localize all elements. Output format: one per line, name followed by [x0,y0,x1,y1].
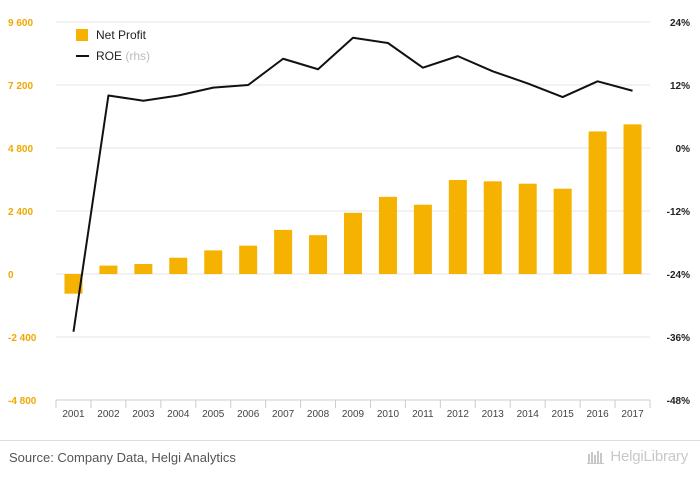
bar-net-profit [588,131,607,274]
bar-net-profit [623,124,642,274]
chart-canvas: -4 800 -2 400 0 2 400 4 800 7 200 9 600 -48% -36… [8,18,691,420]
x-tick-label: 2006 [237,409,260,420]
x-tick-label: 2016 [586,409,609,420]
bar-net-profit [99,265,118,274]
y-right-tick-label: 24% [670,18,690,29]
y-left-tick-label: 4 800 [8,144,33,155]
bar-net-profit [553,188,572,274]
bar-net-profit [274,229,293,274]
x-tick-label: 2009 [342,409,365,420]
x-tick-label: 2012 [447,409,470,420]
x-tick-label: 2010 [377,409,400,420]
y-right-tick-label: 12% [670,81,690,92]
legend-swatch-net-profit [76,29,88,41]
y-left-tick-label: -2 400 [8,333,37,344]
x-tick-label: 2005 [202,409,225,420]
y-right-tick-label: -24% [667,270,690,281]
x-tick-label: 2004 [167,409,190,420]
bar-net-profit [309,235,328,274]
bar-net-profit [239,245,258,274]
legend-label-net-profit: Net Profit [96,28,147,42]
bar-net-profit [413,204,432,274]
x-tick-label: 2001 [62,409,85,420]
footer-divider [0,440,700,441]
x-tick-label: 2008 [307,409,330,420]
y-right-tick-label: -36% [667,333,690,344]
x-tick-label: 2003 [132,409,155,420]
bar-net-profit [344,212,362,274]
x-tick-label: 2013 [482,409,505,420]
bar-net-profit [204,250,223,274]
line-roe [72,36,633,332]
bar-net-profit [169,257,188,274]
bar-net-profit [64,274,83,294]
x-tick-label: 2017 [621,409,644,420]
x-tick-label: 2007 [272,409,295,420]
y-left-tick-label: 0 [8,270,14,281]
y-left-tick-label: 9 600 [8,18,33,29]
library-icon [587,450,605,464]
bar-net-profit [134,264,153,274]
y-left-tick-label: -4 800 [8,396,37,407]
x-tick-label: 2002 [97,409,120,420]
bar-net-profit [518,183,537,274]
y-left-tick-label: 2 400 [8,207,33,218]
y-right-tick-label: 0% [676,144,691,155]
bar-net-profit [483,181,502,274]
source-note: Source: Company Data, Helgi Analytics [9,450,236,465]
bar-net-profit [378,196,397,274]
legend-label-roe-suffix: (rhs) [125,49,150,63]
brand-name: HelgiLibrary [610,448,688,465]
bar-net-profit [448,180,467,274]
x-tick-label: 2014 [517,409,540,420]
brand-logo: HelgiLibrary [587,448,688,465]
y-left-tick-label: 7 200 [8,81,33,92]
x-tick-label: 2011 [412,409,434,420]
legend-label-roe: ROE (rhs) [96,49,150,63]
x-tick-label: 2015 [552,409,575,420]
y-right-tick-label: -12% [667,207,690,218]
y-right-tick-label: -48% [667,396,690,407]
